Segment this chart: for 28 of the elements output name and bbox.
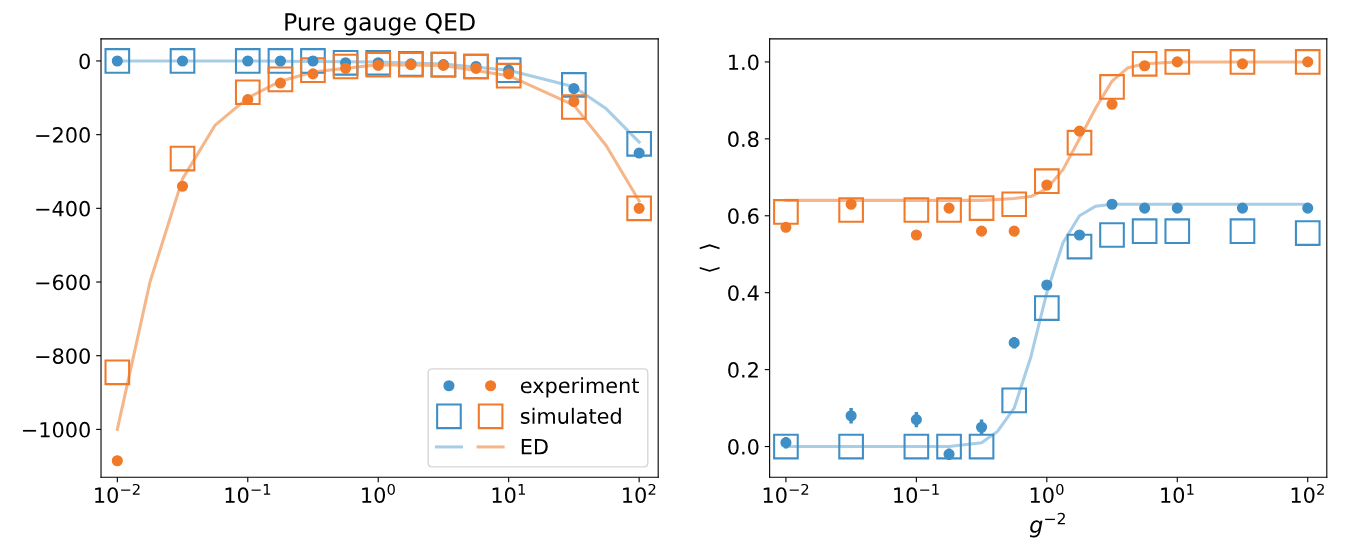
x-tick-label: 10$^{0}$ xyxy=(1030,483,1064,503)
y-tick-label: 0.4 xyxy=(728,285,759,301)
x-tick-label: 10$^{−1}$ xyxy=(894,484,939,504)
y-axis-title: ⟨ ⟩ xyxy=(699,244,720,272)
y-tick-label: −400 xyxy=(36,200,90,217)
y-tick-label: 1.0 xyxy=(729,54,759,71)
x-tick-label: 10$^{1}$ xyxy=(1161,484,1194,504)
x-tick-label: 10$^{0}$ xyxy=(362,483,395,503)
x-tick-label: 10$^{1}$ xyxy=(492,484,525,504)
x-axis-title: g$^{−2}$ xyxy=(1029,512,1065,538)
y-tick-label: −1000 xyxy=(23,421,90,438)
y-tick-label: 0.8 xyxy=(728,131,759,148)
legend-label: simulated xyxy=(520,407,621,424)
chart-title: Pure gauge QED xyxy=(285,12,475,36)
x-tick-label: 10$^{2}$ xyxy=(1291,483,1324,503)
legend-label: ED xyxy=(521,439,548,455)
y-tick-label: 0.6 xyxy=(728,208,759,224)
y-tick-label: −800 xyxy=(36,348,90,364)
x-tick-label: 10$^{−2}$ xyxy=(95,483,140,503)
legend-label: experiment xyxy=(520,377,639,398)
y-tick-label: 0.2 xyxy=(728,362,758,378)
x-tick-label: 10$^{−2}$ xyxy=(763,483,809,503)
x-tick-label: 10$^{2}$ xyxy=(623,483,656,503)
y-tick-label: −600 xyxy=(36,274,90,291)
y-tick-label: 0.0 xyxy=(728,438,759,455)
y-tick-label: 0 xyxy=(79,53,90,70)
y-tick-label: −200 xyxy=(36,127,90,143)
x-tick-label: 10$^{−1}$ xyxy=(225,484,271,504)
